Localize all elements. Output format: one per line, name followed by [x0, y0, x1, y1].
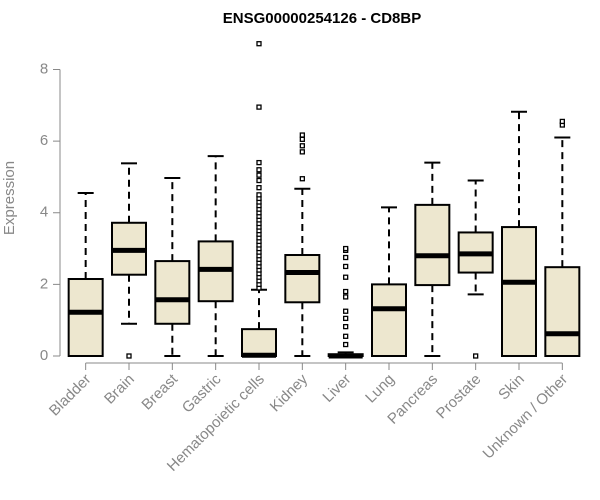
outlier-point	[343, 294, 349, 300]
x-tick-label: Prostate	[433, 371, 485, 423]
iqr-box	[544, 266, 581, 357]
outlier-point	[343, 274, 349, 280]
outlier-point	[256, 192, 262, 198]
outlier-point	[343, 315, 349, 322]
x-tick-label: Breast	[138, 370, 181, 413]
box-unknown-other	[544, 118, 581, 357]
outlier-point	[343, 323, 349, 330]
y-tick-label: 0	[40, 347, 48, 364]
y-axis: 0 2 4 6 8	[40, 60, 61, 364]
box-brain	[111, 162, 147, 359]
outlier-point	[256, 41, 262, 47]
iqr-box	[154, 260, 191, 325]
box-kidney	[284, 132, 321, 357]
iqr-box	[414, 203, 451, 287]
chart-title: ENSG00000254126 - CD8BP	[223, 10, 421, 27]
box-pancreas	[414, 161, 451, 357]
box-series	[67, 41, 581, 359]
outlier-point	[343, 333, 349, 339]
outlier-point	[256, 159, 262, 166]
box-bladder	[67, 192, 104, 357]
outlier-point	[299, 149, 305, 155]
outlier-point	[256, 167, 262, 173]
outlier-point	[559, 118, 565, 125]
iqr-box	[241, 328, 277, 357]
iqr-box	[67, 278, 104, 357]
outlier-point	[299, 176, 305, 182]
iqr-box	[371, 283, 407, 357]
outlier-point	[343, 308, 349, 314]
outlier-point	[126, 353, 132, 359]
outlier-point	[299, 143, 305, 149]
y-tick-label: 8	[40, 60, 48, 77]
outlier-point	[343, 254, 349, 261]
outlier-point	[343, 288, 349, 295]
iqr-box	[501, 226, 537, 357]
y-tick-label: 2	[40, 275, 48, 292]
outlier-point	[299, 132, 305, 138]
box-prostate	[457, 179, 494, 359]
outlier-point	[343, 245, 349, 252]
outlier-point	[256, 172, 262, 178]
outlier-point	[256, 104, 262, 110]
x-tick-label: Liver	[319, 371, 354, 406]
outlier-point	[343, 263, 349, 270]
x-tick-label: Brain	[101, 371, 138, 408]
outlier-point	[343, 341, 349, 348]
y-tick-label: 6	[40, 132, 48, 149]
box-lung	[371, 206, 407, 357]
box-hematopoietic-cells	[241, 41, 277, 358]
outlier-point	[256, 185, 262, 191]
box-breast	[154, 177, 191, 357]
x-tick-label: Skin	[495, 371, 528, 404]
box-skin	[501, 110, 537, 357]
x-tick-label: Kidney	[267, 370, 312, 415]
box-liver	[327, 245, 364, 359]
iqr-box	[284, 254, 321, 304]
x-tick-label: Bladder	[46, 371, 95, 420]
y-tick-label: 4	[40, 204, 48, 221]
outlier-point	[473, 353, 479, 359]
x-tick-label: Lung	[362, 371, 398, 407]
y-axis-label: Expression	[1, 161, 18, 235]
outlier-point	[256, 177, 262, 184]
box-gastric	[197, 155, 234, 357]
outlier-point	[299, 136, 305, 142]
